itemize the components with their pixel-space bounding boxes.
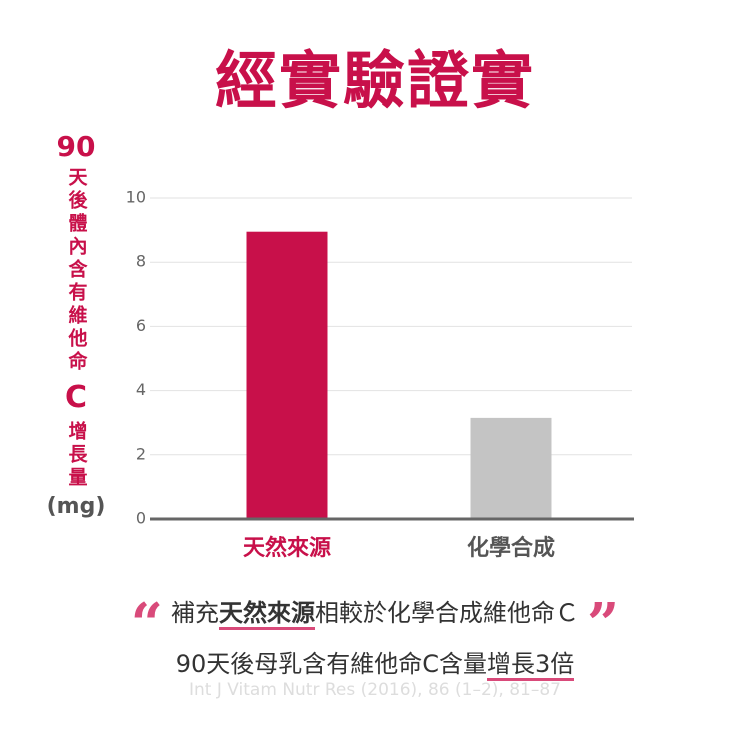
y-label-part: 90 — [56, 130, 96, 163]
highlight: 增長3倍 — [487, 650, 575, 681]
chart-title: 經實驗證實 — [214, 44, 535, 117]
highlight: 天然來源 — [219, 599, 315, 630]
citation: Int J Vitam Nutr Res (2016), 86 (1–2), 8… — [189, 680, 561, 700]
y-label-part: 天後體內含有維他命 — [65, 167, 88, 374]
quote-line: “補充天然來源相較於化學合成維他命Ｃ” — [0, 593, 750, 652]
bar — [470, 417, 552, 519]
bar — [246, 231, 328, 519]
open-quote: “ — [130, 591, 163, 657]
text: 相較於化學合成維他命Ｃ — [315, 599, 579, 627]
quote: “補充天然來源相較於化學合成維他命Ｃ” 90天後母乳含有維他命C含量增長3倍 — [0, 593, 750, 684]
close-quote: ” — [587, 591, 620, 657]
text: 補充 — [171, 599, 219, 627]
quote-line: 90天後母乳含有維他命C含量增長3倍 — [0, 644, 750, 684]
y-tick-label: 2 — [136, 444, 146, 463]
y-label-part: 增長量 — [65, 421, 88, 490]
y-label-part: C — [64, 380, 88, 415]
y-tick-label: 4 — [136, 380, 146, 399]
y-axis-label: 90 天後體內含有維他命 C 增長量 (mg) — [40, 130, 112, 519]
y-label-part: (mg) — [46, 494, 106, 519]
y-tick-label: 0 — [136, 509, 146, 528]
chart: 0 2 4 6 8 10 天然來源 化學合成 — [126, 188, 634, 561]
text: 90天後母乳含有維他命C含量 — [175, 650, 487, 678]
y-tick-label: 6 — [136, 316, 146, 335]
x-tick-label: 化學合成 — [467, 535, 555, 561]
y-tick-label: 10 — [126, 188, 146, 207]
y-tick-label: 8 — [136, 252, 146, 271]
x-tick-label: 天然來源 — [243, 535, 331, 561]
